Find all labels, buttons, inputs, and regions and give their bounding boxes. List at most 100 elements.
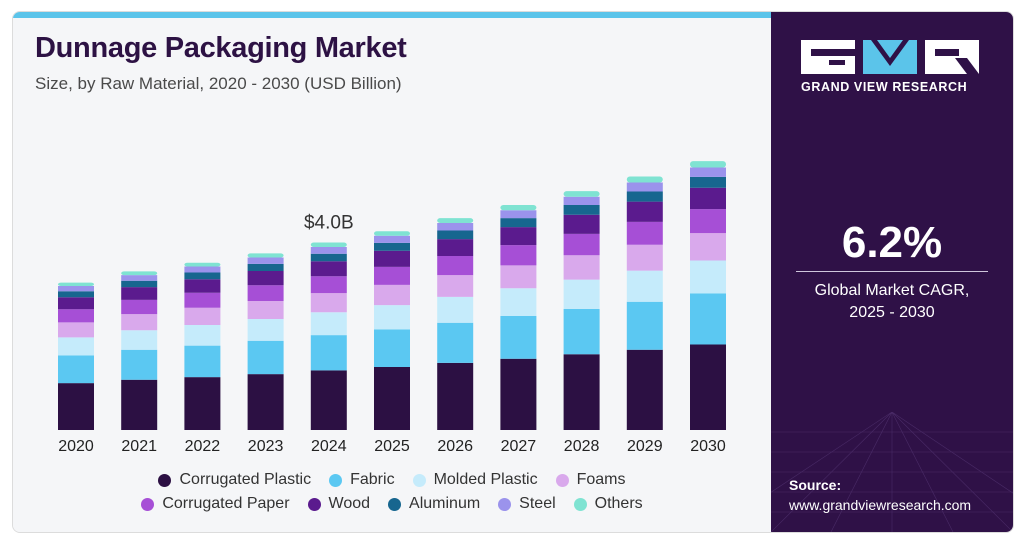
bar-segment-2027-fabric: [500, 316, 537, 359]
bar-segment-2029-corrugated-plastic: [626, 349, 663, 430]
bar-segment-2028-molded-plastic: [563, 279, 600, 309]
legend-item: Steel: [498, 495, 556, 513]
legend-swatch: [555, 473, 569, 487]
legend-label: Others: [594, 495, 643, 512]
bar-segment-2027-wood: [500, 227, 537, 246]
legend-item: Fabric: [329, 471, 395, 489]
x-tick-label: 2029: [627, 438, 663, 455]
accent-bar: [13, 12, 771, 18]
bar-segment-2026-steel: [437, 223, 474, 231]
brand-logo: GRAND VIEW RESEARCH: [801, 40, 983, 94]
legend-item: Others: [573, 495, 643, 513]
x-tick-label: 2025: [374, 438, 410, 455]
bar-segment-2022-steel: [184, 266, 221, 273]
decorative-grid: [771, 412, 1013, 532]
bar-segment-2025-wood: [374, 250, 410, 267]
bar-segment-2022-aluminum: [184, 272, 221, 280]
bar-segment-2027-corrugated-paper: [500, 245, 537, 266]
brand-name: GRAND VIEW RESEARCH: [801, 80, 968, 94]
bar-segment-2030-others: [690, 161, 726, 168]
bar-segment-2028-corrugated-plastic: [563, 354, 600, 430]
bar-segment-2026-wood: [437, 239, 474, 256]
bar-segment-2022-molded-plastic: [184, 325, 221, 346]
bar-segment-2029-molded-plastic: [626, 270, 663, 302]
bar-segment-2030-wood: [690, 187, 726, 210]
bar-segment-2024-molded-plastic: [310, 312, 347, 336]
bar-segment-2027-foams: [500, 265, 537, 289]
bar-segment-2030-fabric: [690, 293, 726, 345]
stacked-bar-chart: 2020 2021 2022 2023 2024 $4.0B 2025 2026 2027 202…: [58, 161, 726, 455]
bar-segment-2025-aluminum: [374, 242, 410, 251]
legend-item: Molded Plastic: [412, 471, 538, 489]
bar-segment-2025-others: [374, 231, 410, 236]
bar-segment-2022-others: [184, 262, 221, 267]
legend-row-2: Corrugated Paper Wood Aluminum Steel Others: [13, 495, 771, 513]
cagr-label-line1: Global Market CAGR,: [814, 282, 970, 299]
legend-item: Corrugated Plastic: [158, 471, 311, 489]
bar-segment-2021-corrugated-paper: [121, 299, 158, 315]
x-tick-label: 2020: [58, 438, 94, 455]
bar-segment-2029-aluminum: [626, 191, 663, 202]
legend-swatch: [498, 497, 512, 511]
legend-swatch: [141, 497, 155, 511]
bar-segment-2024-steel: [310, 247, 347, 254]
bar-segment-2020-corrugated-plastic: [58, 383, 94, 430]
legend-swatch: [412, 473, 426, 487]
bar-segment-2020-aluminum: [58, 291, 94, 298]
bar-segment-2021-wood: [121, 287, 158, 300]
bar-segment-2024-foams: [310, 293, 347, 313]
bar-segment-2024-fabric: [310, 335, 347, 371]
bar-segment-2030-molded-plastic: [690, 260, 726, 294]
cagr-label: Global Market CAGR, 2025 - 2030: [771, 280, 1013, 324]
legend-label: Foams: [576, 471, 626, 488]
bar-segment-2020-fabric: [58, 355, 94, 384]
legend-item: Foams: [555, 471, 626, 489]
bar-segment-2024-wood: [310, 261, 347, 277]
bar-segment-2026-corrugated-plastic: [437, 362, 474, 430]
chart-title: Dunnage Packaging Market: [35, 32, 407, 64]
bar-segment-2021-steel: [121, 275, 158, 281]
bar-segment-2026-others: [437, 218, 474, 223]
bar-segment-2023-corrugated-plastic: [247, 374, 284, 430]
bar-segment-2028-aluminum: [563, 205, 600, 215]
bar-segment-2022-fabric: [184, 345, 221, 378]
x-tick-label: 2024: [311, 438, 347, 455]
value-annotation: $4.0B: [304, 213, 354, 234]
bar-segment-2024-corrugated-plastic: [310, 370, 347, 430]
bar-segment-2023-fabric: [247, 340, 284, 375]
bar-segment-2026-fabric: [437, 322, 474, 363]
bar-segment-2020-others: [58, 282, 94, 286]
legend-item: Aluminum: [388, 495, 480, 513]
bar-segment-2030-foams: [690, 233, 726, 261]
bar-segment-2020-wood: [58, 297, 94, 310]
bar-segment-2027-molded-plastic: [500, 288, 537, 316]
bar-segment-2022-wood: [184, 279, 221, 293]
bar-segment-2020-corrugated-paper: [58, 309, 94, 323]
bar-segment-2023-steel: [247, 257, 284, 264]
bar-segment-2024-corrugated-paper: [310, 276, 347, 294]
bar-segment-2030-corrugated-plastic: [690, 344, 726, 430]
bar-segment-2021-corrugated-plastic: [121, 379, 158, 430]
bar-segment-2025-fabric: [374, 329, 410, 367]
bar-segment-2027-aluminum: [500, 218, 537, 228]
bar-segment-2020-molded-plastic: [58, 337, 94, 356]
bar-segment-2023-wood: [247, 271, 284, 286]
bar-segment-2021-fabric: [121, 349, 158, 380]
bar-segment-2029-wood: [626, 201, 663, 222]
legend-label: Steel: [519, 495, 556, 512]
bar-segment-2029-steel: [626, 182, 663, 192]
bar-segment-2029-fabric: [626, 301, 663, 350]
legend-label: Aluminum: [409, 495, 481, 512]
bar-segment-2026-aluminum: [437, 230, 474, 240]
bar-segment-2021-others: [121, 271, 158, 276]
x-tick-label: 2021: [121, 438, 157, 455]
logo-g-icon: [801, 40, 855, 74]
bar-segment-2023-corrugated-paper: [247, 285, 284, 301]
chart-subtitle: Size, by Raw Material, 2020 - 2030 (USD …: [35, 74, 402, 93]
bar-segment-2028-wood: [563, 214, 600, 234]
legend-swatch: [388, 497, 402, 511]
source-url[interactable]: www.grandviewresearch.com: [789, 497, 972, 513]
source-label: Source:: [789, 477, 842, 493]
source-note: Source: www.grandviewresearch.com: [789, 475, 971, 515]
divider: [796, 271, 988, 272]
